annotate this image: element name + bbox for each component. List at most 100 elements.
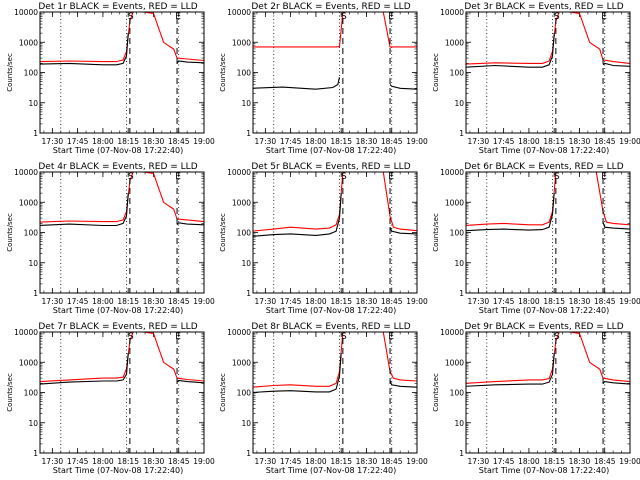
y-tick-label: 10000 xyxy=(440,168,464,177)
series-group xyxy=(466,12,630,68)
y-tick-label: 10 xyxy=(241,259,251,268)
x-tick-label: 18:45 xyxy=(594,137,616,146)
y-tick-label: 1000 xyxy=(445,358,464,367)
chart-title: Det 9r BLACK = Events, RED = LLD xyxy=(464,322,623,332)
y-tick-label: 10000 xyxy=(440,8,464,17)
x-tick-label: 17:45 xyxy=(67,297,89,306)
series-line-black xyxy=(389,84,417,90)
x-tick-label: 18:45 xyxy=(168,137,190,146)
series-line-black xyxy=(176,222,204,226)
plot-frame xyxy=(465,171,631,294)
x-axis-title: Start Time (07-Nov-08 17:22:40) xyxy=(53,306,183,315)
x-tick-label: 17:30 xyxy=(468,297,490,306)
x-tick-label: 18:00 xyxy=(92,457,114,466)
marker-label-e: E xyxy=(388,12,394,22)
plot-frame xyxy=(465,11,631,134)
y-tick-label: 1 xyxy=(246,449,251,458)
x-tick-label: 18:45 xyxy=(594,457,616,466)
x-tick-label: 18:00 xyxy=(92,297,114,306)
x-tick-label: 17:45 xyxy=(67,137,89,146)
y-axis-title: Counts/sec xyxy=(6,373,14,412)
series-group xyxy=(253,12,417,90)
x-tick-label: 17:30 xyxy=(42,457,64,466)
y-tick-label: 10000 xyxy=(227,328,251,337)
chart-svg: Det 9r BLACK = Events, RED = LLD Counts/s… xyxy=(432,322,640,475)
x-tick-label: 17:45 xyxy=(493,457,515,466)
y-tick-label: 10 xyxy=(241,419,251,428)
series-group xyxy=(40,172,204,227)
y-tick-label: 1000 xyxy=(445,38,464,47)
series-line-black xyxy=(40,33,129,66)
x-axis-title: Start Time (07-Nov-08 17:22:40) xyxy=(53,466,183,475)
y-tick-label: 10000 xyxy=(227,168,251,177)
x-tick-label: 18:15 xyxy=(543,137,565,146)
series-line-black xyxy=(466,353,555,387)
y-tick-label: 10000 xyxy=(14,328,38,337)
x-tick-label: 17:45 xyxy=(280,297,302,306)
series-group xyxy=(466,332,630,387)
panel-det-7r: Det 7r BLACK = Events, RED = LLD Counts/s… xyxy=(0,320,215,480)
series-line-black xyxy=(602,381,630,385)
x-tick-label: 18:45 xyxy=(168,457,190,466)
panel-det-6r: Det 6r BLACK = Events, RED = LLD Counts/s… xyxy=(426,160,640,320)
y-axis-title: Counts/sec xyxy=(219,213,227,252)
y-tick-label: 1 xyxy=(246,289,251,298)
x-tick-label: 19:00 xyxy=(406,137,428,146)
marker-label-s: S xyxy=(554,12,560,22)
y-tick-label: 1000 xyxy=(445,198,464,207)
series-line-black xyxy=(176,379,204,384)
x-tick-label: 18:15 xyxy=(330,297,352,306)
marker-label-e: E xyxy=(388,172,394,182)
x-axis-title: Start Time (07-Nov-08 17:22:40) xyxy=(479,306,609,315)
chart-svg: Det 6r BLACK = Events, RED = LLD Counts/s… xyxy=(432,162,640,315)
series-line-black xyxy=(40,353,129,385)
x-tick-label: 18:30 xyxy=(143,137,165,146)
y-axis-title: Counts/sec xyxy=(432,373,440,412)
x-tick-label: 18:30 xyxy=(569,457,591,466)
y-tick-label: 1 xyxy=(33,289,38,298)
marker-label-e: E xyxy=(175,172,181,182)
x-tick-label: 18:00 xyxy=(305,137,327,146)
x-tick-label: 18:30 xyxy=(356,457,378,466)
x-tick-label: 18:00 xyxy=(518,297,540,306)
panel-det-3r: Det 3r BLACK = Events, RED = LLD Counts/s… xyxy=(426,0,640,160)
marker-label-s: S xyxy=(554,332,560,342)
plot-frame xyxy=(39,331,205,454)
y-tick-label: 100 xyxy=(24,389,39,398)
y-tick-label: 100 xyxy=(450,229,465,238)
y-tick-label: 1 xyxy=(459,449,464,458)
chart-title: Det 4r BLACK = Events, RED = LLD xyxy=(38,162,197,172)
series-line-red xyxy=(466,12,630,65)
y-tick-label: 10000 xyxy=(14,168,38,177)
y-tick-label: 1 xyxy=(459,129,464,138)
series-line-black xyxy=(176,60,204,64)
x-tick-label: 18:45 xyxy=(594,297,616,306)
y-tick-label: 1 xyxy=(33,449,38,458)
panel-det-9r: Det 9r BLACK = Events, RED = LLD Counts/s… xyxy=(426,320,640,480)
plot-frame xyxy=(465,331,631,454)
plot-frame xyxy=(252,11,418,134)
series-line-black xyxy=(602,221,630,230)
marker-label-s: S xyxy=(341,172,347,182)
x-tick-label: 19:00 xyxy=(619,297,640,306)
x-tick-label: 18:00 xyxy=(305,457,327,466)
series-line-red xyxy=(40,172,204,223)
y-tick-label: 1 xyxy=(459,289,464,298)
x-tick-label: 18:30 xyxy=(143,457,165,466)
series-line-black xyxy=(253,353,342,393)
chart-title: Det 3r BLACK = Events, RED = LLD xyxy=(464,2,623,12)
series-line-red xyxy=(40,12,204,63)
chart-title: Det 6r BLACK = Events, RED = LLD xyxy=(464,162,623,172)
plot-frame xyxy=(39,171,205,294)
x-tick-label: 17:30 xyxy=(255,297,277,306)
x-tick-label: 18:30 xyxy=(356,297,378,306)
series-line-black xyxy=(253,193,342,237)
y-axis-title: Counts/sec xyxy=(432,53,440,92)
y-tick-label: 1000 xyxy=(19,198,38,207)
marker-label-e: E xyxy=(175,12,181,22)
marker-label-s: S xyxy=(554,172,560,182)
marker-label-e: E xyxy=(175,332,181,342)
panel-det-8r: Det 8r BLACK = Events, RED = LLD Counts/s… xyxy=(213,320,428,480)
x-axis-title: Start Time (07-Nov-08 17:22:40) xyxy=(266,146,396,155)
y-tick-label: 10 xyxy=(28,419,38,428)
